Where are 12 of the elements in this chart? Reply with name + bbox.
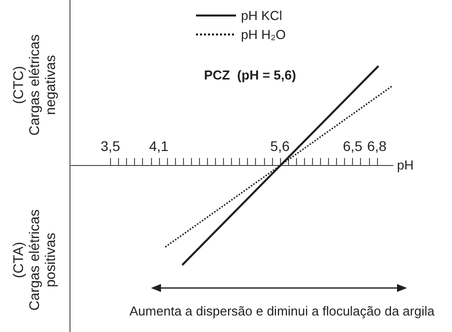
legend-label: pH H₂O <box>241 27 286 42</box>
text: (CTC) Cargas elétricas negativas <box>10 34 58 136</box>
x-axis-title: pH <box>397 158 414 172</box>
text: Aumenta a dispersão e diminui a floculação da argila <box>130 304 436 318</box>
x-tick-label: 3,5 <box>100 138 120 154</box>
legend-label: pH KCl <box>241 8 282 23</box>
x-tick-label: 6,5 <box>342 138 363 154</box>
x-tick-label: 4,1 <box>149 138 169 154</box>
x-tick-label: 6,8 <box>367 138 387 154</box>
x-tick-label: 5,6 <box>270 138 290 154</box>
annotation: PCZ (pH = 5,6) <box>204 68 296 82</box>
text: (CTA) Cargas elétricas positivas <box>10 209 58 311</box>
